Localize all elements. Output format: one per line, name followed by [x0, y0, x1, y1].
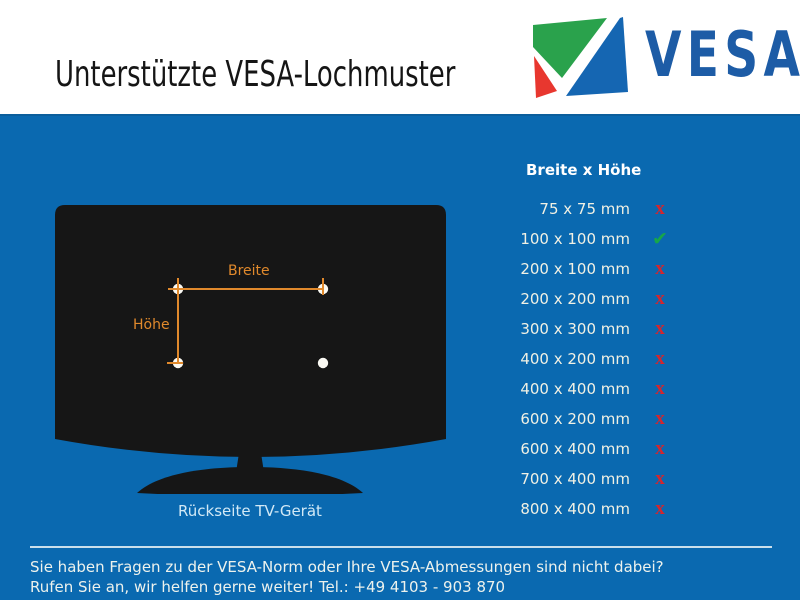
- check-icon: ✔: [652, 228, 668, 250]
- table-row: 400 x 200 mm: [520, 350, 630, 368]
- mounting-hole-bottom-right: [317, 357, 329, 369]
- cross-icon: x: [655, 498, 665, 519]
- table-row: 200 x 100 mm: [520, 260, 630, 278]
- tv-stand-base: [137, 467, 363, 494]
- tv-caption: Rückseite TV-Gerät: [178, 502, 322, 520]
- table-row: 200 x 200 mm: [520, 290, 630, 308]
- table-row: 100 x 100 mm: [520, 230, 630, 248]
- table-row: 75 x 75 mm: [539, 200, 630, 218]
- table-row: 400 x 400 mm: [520, 380, 630, 398]
- cross-icon: x: [655, 468, 665, 489]
- tv-panel-shape: [55, 205, 446, 457]
- height-dimension-label: Höhe: [133, 317, 170, 333]
- cross-icon: x: [655, 198, 665, 219]
- page-title: Unterstützte VESA-Lochmuster: [55, 54, 456, 95]
- width-dimension-label: Breite: [228, 263, 270, 279]
- footer-question-line: Sie haben Fragen zu der VESA-Norm oder I…: [30, 558, 664, 576]
- footer-text: Sie haben Fragen zu der VESA-Norm oder I…: [30, 557, 664, 597]
- cross-icon: x: [655, 378, 665, 399]
- cross-icon: x: [655, 348, 665, 369]
- cross-icon: x: [655, 438, 665, 459]
- table-row: 700 x 400 mm: [520, 470, 630, 488]
- dimension-lines: [167, 278, 324, 364]
- footer-divider: [30, 546, 772, 548]
- vesa-logo: VESA: [531, 16, 800, 104]
- vesa-logo-icon: [532, 17, 628, 99]
- cross-icon: x: [655, 318, 665, 339]
- footer-phone-line: Rufen Sie an, wir helfen gerne weiter! T…: [30, 578, 506, 596]
- size-table-header: Breite x Höhe: [526, 161, 642, 179]
- header-band: Unterstützte VESA-Lochmuster VESA: [0, 0, 800, 114]
- table-row: 600 x 400 mm: [520, 440, 630, 458]
- support-mark-list: x ✔ x x x x x x x x x: [645, 194, 675, 524]
- table-row: 800 x 400 mm: [520, 500, 630, 518]
- cross-icon: x: [655, 288, 665, 309]
- vesa-wordmark: VESA: [645, 18, 800, 91]
- tv-rear-diagram: [55, 205, 446, 494]
- content-area: Breite Höhe Rückseite TV-Gerät Breite x …: [0, 114, 800, 600]
- table-row: 600 x 200 mm: [520, 410, 630, 428]
- table-row: 300 x 300 mm: [520, 320, 630, 338]
- cross-icon: x: [655, 408, 665, 429]
- cross-icon: x: [655, 258, 665, 279]
- size-list: 75 x 75 mm 100 x 100 mm 200 x 100 mm 200…: [500, 194, 630, 524]
